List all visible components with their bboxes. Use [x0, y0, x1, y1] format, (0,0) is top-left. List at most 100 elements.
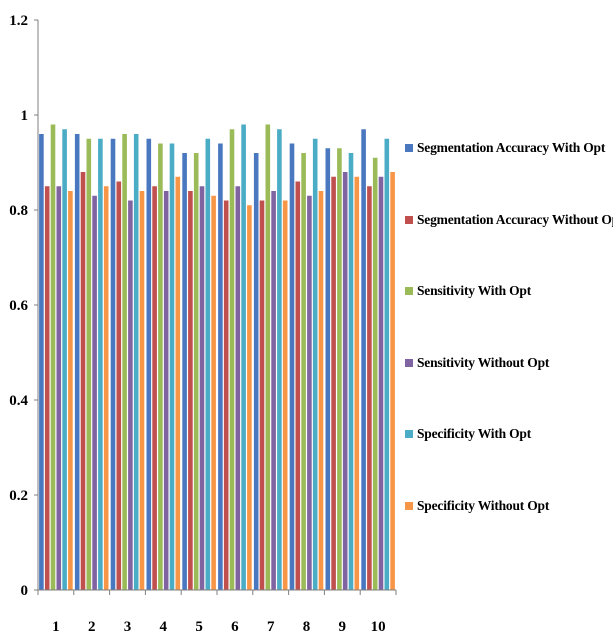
bar-6-category-7	[282, 200, 288, 590]
bar-3-category-10	[372, 157, 378, 590]
bar-2-category-9	[331, 176, 336, 590]
bar-3-category-4	[158, 143, 163, 590]
legend-label: Specificity Without Opt	[417, 497, 550, 513]
bars-group	[39, 124, 395, 590]
bar-4-category-3	[128, 200, 133, 590]
bar-6-category-5	[211, 195, 216, 590]
bar-2-category-4	[152, 186, 157, 590]
legend-label: Segmentation Accuracy Without Opt	[417, 211, 613, 227]
x-tick-label: 5	[195, 619, 203, 635]
x-tick-label: 3	[124, 619, 132, 635]
bar-6-category-9	[354, 176, 360, 590]
x-tick-label: 8	[303, 619, 311, 635]
bar-2-category-8	[295, 181, 301, 590]
bar-4-category-5	[199, 186, 205, 590]
y-ticks-group: 0 0.2 0.4 0.6 0.8 1 1.2	[9, 13, 38, 599]
bar-1-category-3	[110, 138, 116, 590]
x-tick-label: 6	[231, 619, 239, 635]
bar-1-category-7	[253, 153, 259, 590]
bar-2-category-5	[188, 191, 193, 590]
bar-1-category-5	[182, 153, 187, 590]
y-tick-label: 1	[21, 108, 29, 124]
legend-item: Specificity With Opt	[405, 426, 531, 442]
bar-5-category-9	[348, 153, 354, 590]
bar-4-category-6	[235, 186, 241, 590]
bar-4-category-7	[271, 191, 276, 590]
y-tick-label: 0.4	[9, 393, 28, 409]
bar-2-category-7	[259, 200, 265, 590]
bar-3-category-9	[337, 148, 342, 590]
bar-5-category-7	[277, 129, 282, 590]
legend-item: Sensitivity Without Opt	[405, 355, 549, 371]
bar-3-category-7	[265, 124, 271, 590]
bar-3-category-2	[86, 138, 92, 590]
bar-4-category-9	[342, 172, 348, 590]
bar-2-category-1	[44, 186, 50, 590]
bar-6-category-6	[247, 205, 252, 590]
x-tick-label: 10	[371, 619, 386, 635]
bar-4-category-4	[163, 191, 169, 590]
axes-group	[37, 20, 396, 591]
bar-6-category-3	[139, 191, 145, 590]
legend-label: Specificity With Opt	[417, 426, 532, 441]
bar-1-category-8	[289, 143, 295, 590]
bar-5-category-8	[312, 138, 318, 590]
legend-item: Specificity Without Opt	[405, 498, 549, 514]
legend-swatch	[405, 215, 413, 224]
bar-5-category-5	[205, 138, 211, 590]
legend-item: Segmentation Accuracy With Opt	[405, 140, 605, 156]
bar-2-category-3	[116, 181, 122, 590]
legend-swatch	[405, 430, 413, 438]
bar-3-category-3	[122, 134, 127, 590]
legend-label: Sensitivity With Opt	[417, 283, 532, 298]
legend-swatch	[405, 501, 413, 510]
y-tick-label: 1.2	[9, 13, 28, 29]
bar-5-category-10	[384, 138, 390, 590]
bar-5-category-1	[62, 129, 67, 590]
bar-5-category-3	[133, 134, 139, 590]
bar-1-category-2	[74, 134, 80, 590]
bar-5-category-2	[98, 138, 103, 590]
bar-3-category-6	[229, 129, 235, 590]
y-tick-label: 0.8	[9, 203, 28, 219]
bar-2-category-2	[80, 172, 86, 590]
x-tick-label: 9	[339, 619, 347, 635]
y-tick-label: 0.6	[9, 298, 28, 314]
legend-swatch	[405, 144, 413, 152]
bar-3-category-8	[301, 153, 306, 590]
bar-6-category-2	[103, 186, 109, 590]
x-tick-label: 4	[160, 619, 168, 635]
legend-swatch	[405, 287, 413, 295]
bar-1-category-9	[325, 148, 331, 590]
x-tick-label: 2	[88, 619, 96, 635]
bar-6-category-4	[175, 176, 181, 590]
legend-item: Segmentation Accuracy Without Opt	[405, 212, 613, 228]
y-tick-label: 0.2	[9, 488, 28, 504]
bar-1-category-4	[146, 138, 152, 590]
x-ticks-group: 1 2 3 4 5 6 7 8 9 10	[37, 590, 397, 635]
bar-3-category-5	[193, 153, 199, 590]
bar-1-category-6	[218, 143, 223, 590]
bar-2-category-6	[223, 200, 229, 590]
bar-4-category-2	[92, 195, 97, 590]
bar-2-category-10	[367, 186, 372, 590]
legend-label: Sensitivity Without Opt	[417, 354, 550, 370]
bar-6-category-10	[390, 172, 395, 590]
bar-4-category-1	[56, 186, 62, 590]
bar-5-category-6	[241, 124, 246, 590]
x-tick-label: 7	[267, 619, 275, 635]
x-tick-label: 1	[52, 619, 60, 635]
y-tick-label: 0	[21, 583, 29, 599]
bar-6-category-1	[68, 191, 73, 590]
bar-4-category-10	[378, 176, 384, 590]
bar-1-category-1	[39, 134, 44, 590]
legend-item: Sensitivity With Opt	[405, 283, 531, 299]
bar-6-category-8	[318, 191, 324, 590]
bar-5-category-4	[169, 143, 175, 590]
bar-4-category-8	[307, 195, 312, 590]
legend-swatch	[405, 358, 413, 367]
bar-3-category-1	[50, 124, 56, 590]
bar-1-category-10	[361, 129, 366, 590]
legend-label: Segmentation Accuracy With Opt	[417, 140, 606, 155]
